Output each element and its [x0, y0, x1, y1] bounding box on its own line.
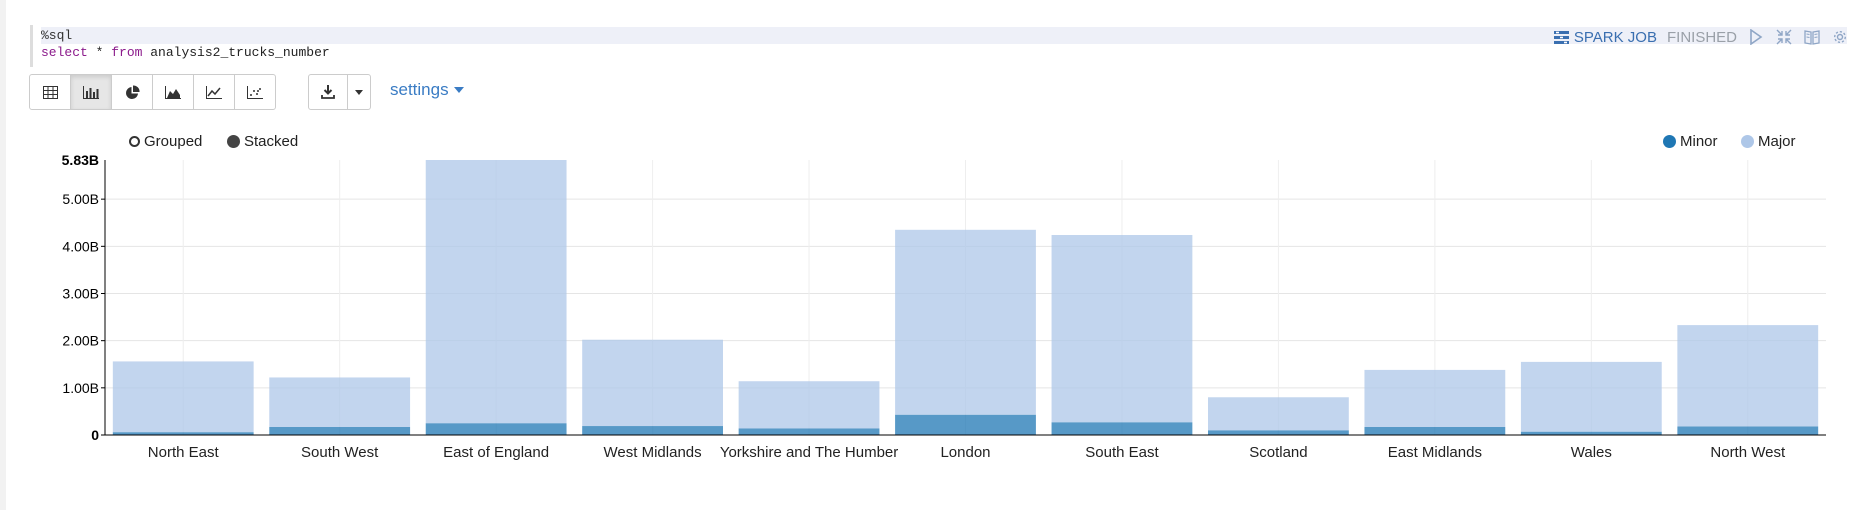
- settings-caret-icon: [453, 87, 464, 93]
- bar-minor: [112, 432, 254, 435]
- y-tick-label: 2.00B: [62, 333, 99, 349]
- stacked-label: Stacked: [244, 133, 299, 150]
- line-chart-button[interactable]: [193, 74, 235, 110]
- y-tick-label: 5.00B: [62, 191, 99, 207]
- keyword-from: from: [111, 45, 143, 60]
- bar-major: [895, 229, 1036, 415]
- y-tick-label: 3.00B: [62, 285, 99, 301]
- grouped-label: Grouped: [144, 133, 203, 150]
- line-chart-icon: [206, 85, 222, 99]
- bar-major: [112, 361, 254, 433]
- bar-major: [1677, 325, 1819, 427]
- x-tick-label: Scotland: [1249, 444, 1307, 461]
- paragraph-status-bar: SPARK JOB FINISHED: [1553, 28, 1849, 46]
- x-tick-label: Yorkshire and The Humber: [720, 444, 898, 461]
- x-tick-label: East Midlands: [1388, 444, 1482, 461]
- scatter-chart-button[interactable]: [234, 74, 276, 110]
- code-table-name: analysis2_trucks_number: [142, 45, 330, 60]
- y-max-label: 5.83B: [62, 152, 99, 168]
- stacked-option[interactable]: Stacked: [227, 133, 298, 150]
- settings-toggle[interactable]: settings: [390, 80, 464, 100]
- bar-minor: [1051, 422, 1193, 435]
- grouped-option[interactable]: Grouped: [129, 133, 202, 150]
- settings-label: settings: [390, 80, 449, 99]
- download-icon: [321, 85, 335, 99]
- bar-major: [1364, 369, 1506, 427]
- spark-job-link[interactable]: SPARK JOB: [1553, 28, 1657, 46]
- x-tick-label: West Midlands: [604, 444, 702, 461]
- code-editor[interactable]: %sql select * from analysis2_trucks_numb…: [30, 25, 1853, 67]
- bar-minor: [1364, 426, 1506, 435]
- book-icon[interactable]: [1803, 28, 1821, 46]
- grouped-radio-icon: [129, 136, 140, 147]
- table-view-button[interactable]: [29, 74, 71, 110]
- scatter-chart-icon: [247, 85, 263, 99]
- bar-chart-icon: [83, 85, 99, 99]
- legend-minor-label: Minor: [1680, 133, 1718, 150]
- legend-major-label: Major: [1758, 133, 1796, 150]
- stacked-radio-icon: [227, 135, 240, 148]
- bar-minor: [1520, 431, 1662, 435]
- x-tick-label: North East: [148, 444, 220, 461]
- spark-job-label: SPARK JOB: [1573, 28, 1657, 46]
- bar-major: [1520, 361, 1662, 432]
- y-tick-label: 1.00B: [62, 380, 99, 396]
- bar-chart-button[interactable]: [70, 74, 112, 110]
- bar-major: [1051, 235, 1193, 423]
- legend-item-major[interactable]: Major: [1741, 133, 1796, 150]
- x-tick-label: Wales: [1571, 444, 1612, 461]
- tasks-icon: [1553, 30, 1569, 44]
- x-tick-label: South East: [1085, 444, 1159, 461]
- legend-minor-swatch: [1663, 135, 1676, 148]
- bar-major: [582, 339, 723, 427]
- bar-major: [738, 381, 880, 429]
- code-line-1[interactable]: %sql: [41, 27, 1847, 44]
- keyword-select: select: [41, 45, 88, 60]
- bar-minor: [425, 423, 567, 435]
- download-dropdown-button[interactable]: [347, 74, 371, 110]
- x-tick-label: East of England: [443, 444, 549, 461]
- run-icon[interactable]: [1747, 28, 1765, 46]
- bar-minor: [738, 428, 880, 435]
- bar-minor: [582, 426, 723, 435]
- y-tick-label: 0: [91, 427, 99, 443]
- area-chart-button[interactable]: [152, 74, 194, 110]
- bar-minor: [895, 414, 1036, 435]
- pie-chart-icon: [125, 84, 140, 99]
- collapse-icon[interactable]: [1775, 28, 1793, 46]
- bar-major: [425, 160, 567, 424]
- table-icon: [42, 85, 58, 99]
- code-star: *: [87, 45, 112, 60]
- bar-major: [269, 377, 411, 427]
- area-chart-icon: [165, 85, 181, 99]
- download-group: [308, 74, 371, 110]
- visualization-toolbar: [29, 74, 276, 110]
- x-tick-label: South West: [301, 444, 379, 461]
- bar-minor: [269, 426, 411, 435]
- caret-down-icon: [355, 89, 363, 95]
- status-finished: FINISHED: [1666, 28, 1737, 46]
- legend-item-minor[interactable]: Minor: [1663, 133, 1718, 150]
- y-tick-label: 4.00B: [62, 238, 99, 254]
- bar-minor: [1677, 426, 1819, 435]
- bar-major: [1208, 397, 1349, 431]
- code-line-2[interactable]: select * from analysis2_trucks_number: [41, 44, 330, 61]
- download-button[interactable]: [308, 74, 348, 110]
- bar-minor: [1208, 430, 1349, 435]
- x-tick-label: North West: [1710, 444, 1786, 461]
- gear-icon[interactable]: [1831, 28, 1849, 46]
- x-tick-label: London: [940, 444, 990, 461]
- legend-major-swatch: [1741, 135, 1754, 148]
- pie-chart-button[interactable]: [111, 74, 153, 110]
